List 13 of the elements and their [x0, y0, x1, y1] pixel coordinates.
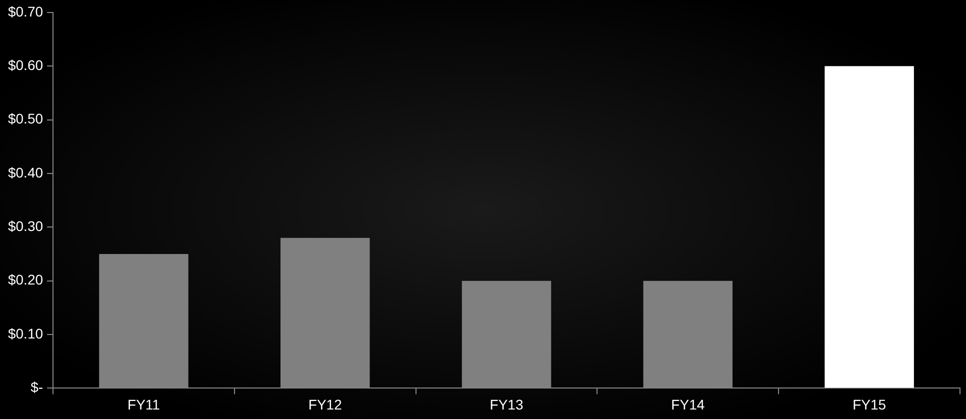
y-tick-label: $0.20: [8, 272, 44, 288]
x-tick-label: FY12: [308, 396, 342, 412]
y-tick-label: $0.50: [8, 110, 44, 127]
y-tick-label: $0.30: [8, 218, 44, 234]
y-tick-label: $0.40: [8, 164, 44, 180]
x-tick-label: FY15: [852, 396, 886, 412]
y-tick-label: $0.60: [8, 56, 44, 73]
y-tick-label: $0.70: [8, 3, 44, 20]
y-tick-label: $-: [30, 379, 44, 396]
x-tick-label: FY11: [128, 396, 160, 412]
x-tick-label: FY13: [490, 396, 524, 412]
y-tick-label: $0.10: [8, 325, 44, 342]
x-tick-label: FY14: [671, 396, 705, 412]
